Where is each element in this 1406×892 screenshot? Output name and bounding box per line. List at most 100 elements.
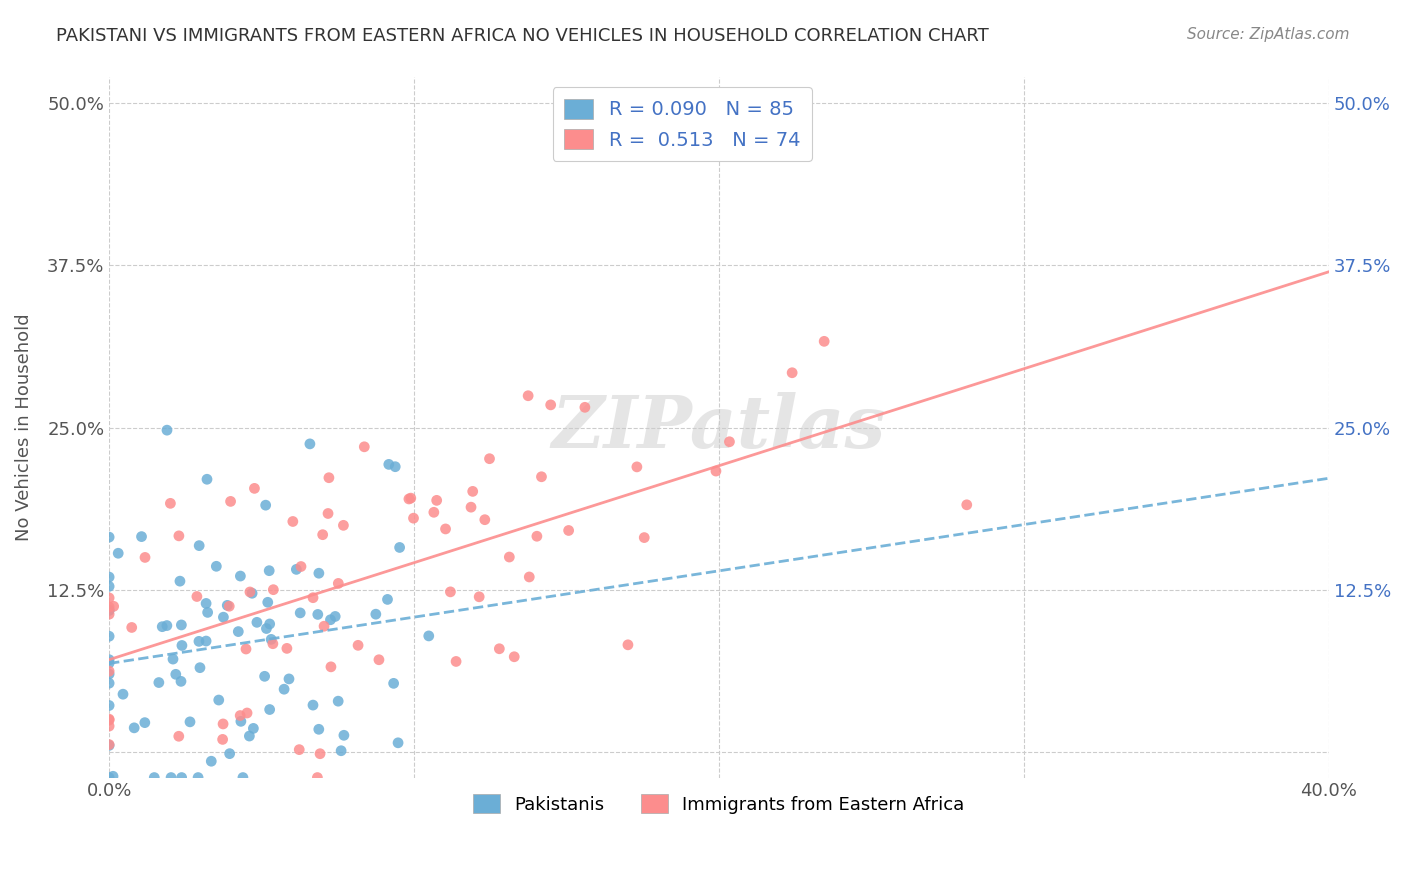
Point [98, 667, 121, 681]
Point [156, 423, 179, 437]
Point [434, 522, 457, 536]
Point [402, 511, 425, 525]
Point [319, 613, 342, 627]
Point [218, 599, 240, 614]
Point [517, 389, 540, 403]
Point [229, 569, 252, 583]
Point [98, 664, 121, 678]
Point [388, 541, 411, 555]
Point [253, 669, 276, 683]
Point [242, 722, 264, 736]
Point [526, 529, 548, 543]
Point [170, 771, 193, 785]
Point [134, 715, 156, 730]
Text: Source: ZipAtlas.com: Source: ZipAtlas.com [1187, 27, 1350, 42]
Point [308, 566, 330, 581]
Point [262, 582, 284, 597]
Point [98, 712, 121, 726]
Point [418, 629, 440, 643]
Point [98, 599, 121, 614]
Point [319, 660, 342, 674]
Point [167, 529, 190, 543]
Point [460, 500, 482, 515]
Point [160, 771, 183, 785]
Point [205, 559, 228, 574]
Point [259, 702, 281, 716]
Point [312, 619, 335, 633]
Point [111, 687, 134, 701]
Point [131, 530, 153, 544]
Point [254, 498, 277, 512]
Point [530, 469, 553, 483]
Point [503, 649, 526, 664]
Point [574, 401, 596, 415]
Point [170, 674, 193, 689]
Point [219, 494, 242, 508]
Point [384, 459, 406, 474]
Point [704, 464, 727, 478]
Point [107, 546, 129, 560]
Point [188, 634, 211, 648]
Point [156, 618, 179, 632]
Point [101, 769, 124, 783]
Point [332, 518, 354, 533]
Point [718, 434, 741, 449]
Point [98, 719, 121, 733]
Point [398, 491, 420, 506]
Point [98, 629, 121, 643]
Point [162, 652, 184, 666]
Point [316, 507, 339, 521]
Point [377, 592, 399, 607]
Point [212, 717, 235, 731]
Point [813, 334, 835, 349]
Point [236, 706, 259, 720]
Point [378, 458, 401, 472]
Point [302, 698, 325, 712]
Point [159, 496, 181, 510]
Point [150, 620, 173, 634]
Point [347, 638, 370, 652]
Point [426, 493, 449, 508]
Point [330, 744, 353, 758]
Point [134, 550, 156, 565]
Point [98, 607, 121, 622]
Point [239, 585, 262, 599]
Point [143, 771, 166, 785]
Point [211, 732, 233, 747]
Point [195, 472, 218, 486]
Point [290, 559, 312, 574]
Point [307, 607, 329, 622]
Point [474, 513, 496, 527]
Point [167, 729, 190, 743]
Point [179, 714, 201, 729]
Point [229, 708, 252, 723]
Text: PAKISTANI VS IMMIGRANTS FROM EASTERN AFRICA NO VEHICLES IN HOUSEHOLD CORRELATION: PAKISTANI VS IMMIGRANTS FROM EASTERN AFR… [56, 27, 988, 45]
Point [498, 549, 520, 564]
Point [186, 590, 208, 604]
Point [633, 531, 655, 545]
Point [103, 599, 125, 614]
Point [288, 742, 311, 756]
Point [368, 653, 391, 667]
Point [311, 527, 333, 541]
Point [98, 530, 121, 544]
Point [353, 440, 375, 454]
Point [98, 713, 121, 727]
Point [309, 747, 332, 761]
Point [243, 482, 266, 496]
Point [187, 771, 209, 785]
Point [328, 576, 350, 591]
Point [197, 606, 219, 620]
Point [256, 622, 278, 636]
Point [170, 639, 193, 653]
Point [290, 606, 312, 620]
Point [956, 498, 979, 512]
Point [170, 618, 193, 632]
Point [382, 676, 405, 690]
Y-axis label: No Vehicles in Household: No Vehicles in Household [15, 314, 32, 541]
Point [235, 642, 257, 657]
Point [218, 747, 240, 761]
Point [188, 539, 211, 553]
Point [260, 632, 283, 647]
Point [98, 603, 121, 617]
